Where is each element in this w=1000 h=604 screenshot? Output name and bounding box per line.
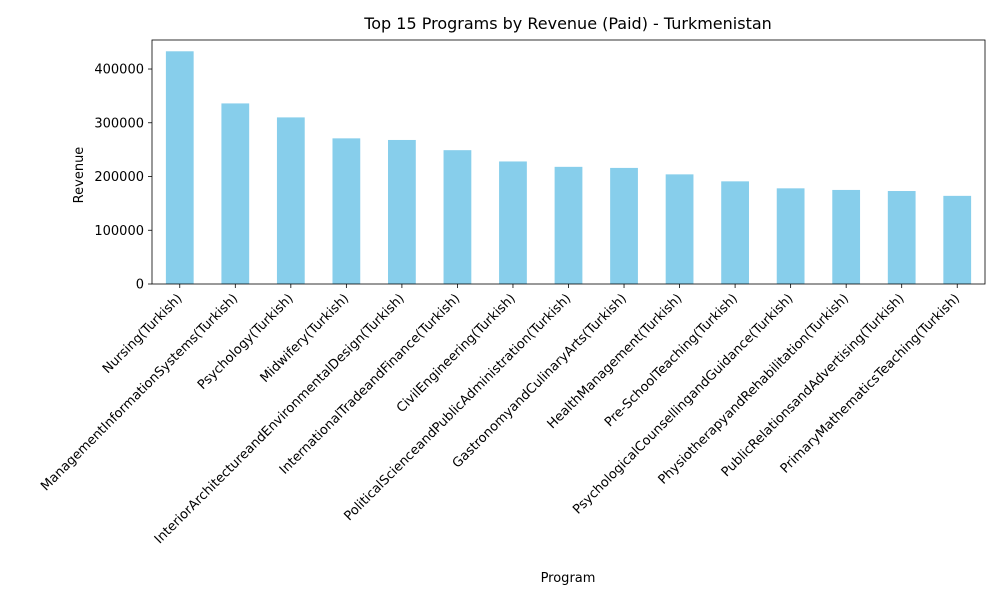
bar bbox=[721, 181, 749, 284]
bar bbox=[610, 167, 638, 284]
y-tick-label: 300000 bbox=[94, 116, 144, 131]
x-axis-label: Program bbox=[541, 571, 596, 586]
y-tick-label: 400000 bbox=[94, 63, 144, 78]
bar bbox=[665, 174, 694, 284]
bar bbox=[443, 150, 472, 284]
bar bbox=[887, 191, 916, 284]
x-tick-label: InteriorArchitectureandEnvironmentalDesi… bbox=[152, 291, 408, 547]
chart-title: Top 15 Programs by Revenue (Paid) - Turk… bbox=[363, 14, 772, 33]
bar bbox=[332, 138, 361, 284]
y-tick-label: 0 bbox=[136, 278, 144, 293]
bar bbox=[943, 195, 972, 284]
bar bbox=[388, 139, 416, 284]
bar bbox=[832, 189, 861, 284]
bar bbox=[276, 117, 305, 285]
x-tick-label: Psychology(Turkish) bbox=[195, 291, 297, 393]
x-tick-label: ManagementInformationSystems(Turkish) bbox=[38, 291, 241, 494]
y-tick-label: 200000 bbox=[94, 170, 144, 185]
y-axis: 0 100000 200000 300000 400000 bbox=[94, 63, 152, 293]
y-tick-label: 100000 bbox=[94, 224, 144, 239]
x-tick-label: PhysiotherapyandRehabilitation(Turkish) bbox=[656, 291, 852, 487]
bars-group bbox=[165, 51, 972, 285]
bar bbox=[776, 188, 805, 284]
x-axis: Nursing(Turkish)ManagementInformationSys… bbox=[38, 284, 963, 547]
bar bbox=[554, 166, 583, 284]
y-axis-label: Revenue bbox=[72, 147, 87, 204]
bar bbox=[221, 103, 250, 284]
plot-border bbox=[151, 39, 986, 285]
bar bbox=[499, 161, 527, 284]
plot-frame bbox=[151, 39, 986, 285]
bar bbox=[165, 51, 194, 284]
